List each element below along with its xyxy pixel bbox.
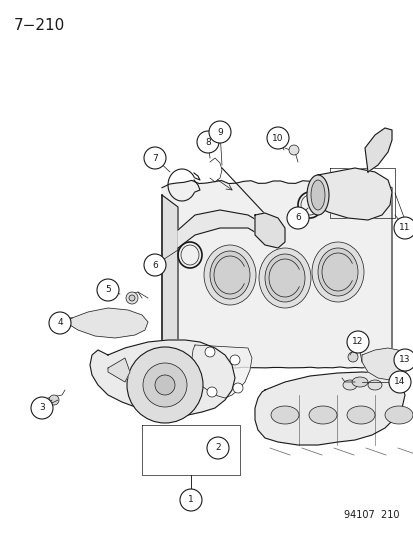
- Text: 7−210: 7−210: [14, 18, 65, 33]
- Ellipse shape: [384, 406, 412, 424]
- Polygon shape: [178, 210, 274, 248]
- Polygon shape: [161, 195, 178, 362]
- Circle shape: [126, 292, 138, 304]
- Circle shape: [144, 254, 166, 276]
- Polygon shape: [90, 340, 235, 415]
- Ellipse shape: [204, 245, 255, 305]
- Polygon shape: [361, 348, 407, 380]
- Text: 6: 6: [152, 261, 157, 270]
- Circle shape: [347, 352, 357, 362]
- Ellipse shape: [259, 248, 310, 308]
- Ellipse shape: [346, 406, 374, 424]
- Circle shape: [97, 279, 119, 301]
- Ellipse shape: [310, 180, 324, 210]
- Text: 4: 4: [57, 319, 63, 327]
- Circle shape: [49, 395, 59, 405]
- Circle shape: [204, 347, 214, 357]
- Text: 1: 1: [188, 496, 193, 505]
- Polygon shape: [161, 180, 391, 368]
- Polygon shape: [192, 345, 252, 398]
- Text: 3: 3: [39, 403, 45, 413]
- Circle shape: [127, 347, 202, 423]
- Text: 14: 14: [393, 377, 405, 386]
- Text: 9: 9: [216, 127, 222, 136]
- Circle shape: [206, 387, 216, 397]
- Text: 5: 5: [105, 286, 111, 295]
- Circle shape: [31, 397, 53, 419]
- Ellipse shape: [264, 254, 304, 302]
- Circle shape: [49, 312, 71, 334]
- Circle shape: [142, 363, 187, 407]
- Circle shape: [346, 331, 368, 353]
- Polygon shape: [309, 168, 391, 220]
- Circle shape: [206, 437, 228, 459]
- Polygon shape: [254, 372, 404, 445]
- Text: 94107  210: 94107 210: [344, 510, 399, 520]
- Polygon shape: [364, 128, 391, 172]
- Text: 7: 7: [152, 154, 157, 163]
- Circle shape: [286, 207, 308, 229]
- Ellipse shape: [317, 248, 357, 296]
- Ellipse shape: [306, 175, 328, 215]
- Polygon shape: [161, 200, 389, 365]
- Ellipse shape: [209, 251, 249, 299]
- Text: 11: 11: [398, 223, 410, 232]
- Circle shape: [388, 371, 410, 393]
- Text: 8: 8: [204, 138, 210, 147]
- Text: 13: 13: [398, 356, 410, 365]
- Ellipse shape: [288, 145, 298, 155]
- Circle shape: [393, 217, 413, 239]
- Ellipse shape: [311, 242, 363, 302]
- Circle shape: [230, 355, 240, 365]
- Text: 10: 10: [272, 133, 283, 142]
- Polygon shape: [254, 213, 284, 248]
- Ellipse shape: [367, 380, 381, 390]
- Polygon shape: [68, 308, 147, 338]
- Circle shape: [180, 489, 202, 511]
- Polygon shape: [108, 358, 130, 382]
- Circle shape: [233, 383, 242, 393]
- Circle shape: [197, 131, 218, 153]
- Circle shape: [209, 121, 230, 143]
- Circle shape: [393, 349, 413, 371]
- Circle shape: [266, 127, 288, 149]
- Circle shape: [144, 147, 166, 169]
- Text: 12: 12: [351, 337, 363, 346]
- Ellipse shape: [271, 406, 298, 424]
- Text: 2: 2: [215, 443, 220, 453]
- Ellipse shape: [342, 380, 356, 390]
- Circle shape: [129, 295, 135, 301]
- Text: 6: 6: [294, 214, 300, 222]
- Ellipse shape: [351, 377, 367, 387]
- Ellipse shape: [308, 406, 336, 424]
- Circle shape: [154, 375, 175, 395]
